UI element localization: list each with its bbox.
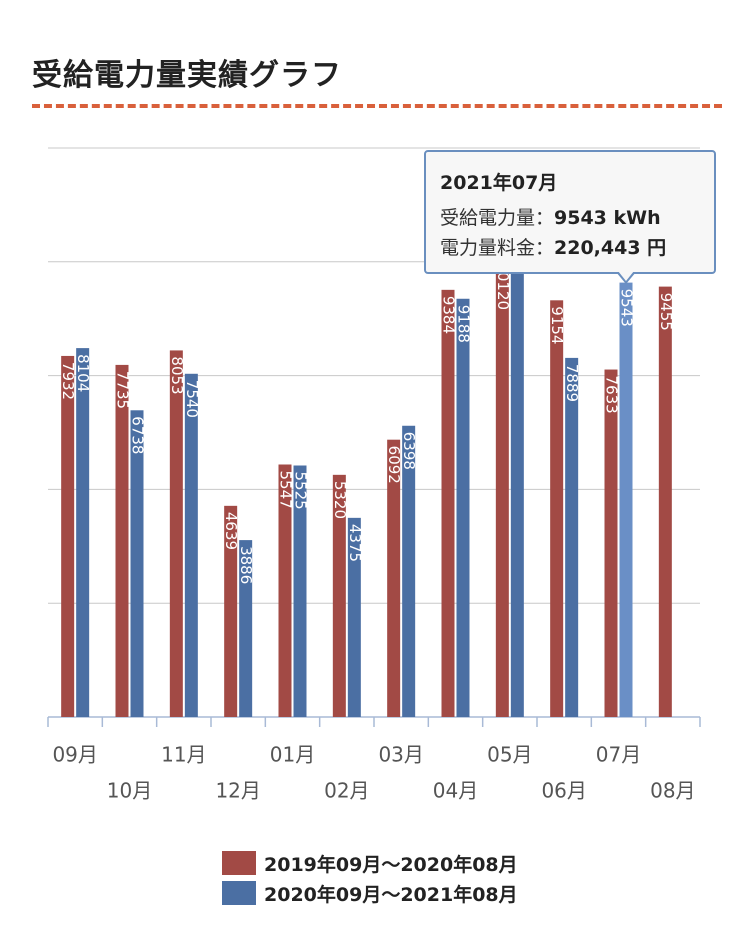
tooltip-fee-row: 電力量料金：220,443 円	[440, 233, 700, 263]
x-tick-label: 10月	[107, 779, 152, 803]
bar-value-label: 9543	[618, 289, 636, 327]
bar-value-label: 7889	[563, 364, 581, 402]
bar-value-label: 5547	[277, 471, 295, 509]
bar-value-label: 6738	[129, 416, 147, 454]
bar-value-label: 3886	[237, 546, 255, 584]
x-tick-label: 12月	[215, 779, 260, 803]
x-tick-label: 09月	[52, 743, 97, 767]
legend-label-series-2: 2020年09月〜2021年08月	[264, 883, 518, 906]
bar-value-label: 7932	[59, 362, 77, 400]
bar-value-label: 9154	[548, 306, 566, 344]
bar-chart: 7932 7735 8053 4639 5547 5320 6092 9384 10120 915…	[47, 147, 701, 803]
bar-s1-12月[interactable]	[224, 505, 238, 717]
bar-value-label: 6398	[400, 432, 418, 470]
bar-s2-09月[interactable]	[76, 348, 90, 717]
title-divider	[32, 104, 722, 108]
bar-value-label: 6092	[385, 446, 403, 484]
x-tick-label: 06月	[541, 779, 586, 803]
x-tick-label: 11月	[161, 743, 206, 767]
bar-s2-04月[interactable]	[456, 298, 470, 717]
legend-swatch-series-1	[222, 851, 256, 875]
tooltip-fee-value: 220,443 円	[554, 237, 667, 259]
bar-value-label: 10120	[494, 262, 512, 310]
page-title: 受給電力量実績グラフ	[32, 58, 342, 93]
x-tick-label: 02月	[324, 779, 369, 803]
bar-s2-02月[interactable]	[347, 517, 361, 717]
tooltip-energy-label: 受給電力量：	[440, 207, 555, 229]
x-tick-label: 07月	[596, 743, 641, 767]
bar-value-label: 9384	[440, 296, 458, 334]
x-tick-label: 03月	[378, 743, 423, 767]
bar-s2-12月[interactable]	[239, 540, 253, 717]
legend-item-series-1[interactable]: 2019年09月〜2020年08月	[222, 848, 518, 878]
bar-s1-09月[interactable]	[61, 355, 75, 717]
bar-s2-03月[interactable]	[402, 425, 416, 717]
legend-item-series-2[interactable]: 2020年09月〜2021年08月	[222, 878, 518, 908]
tooltip-energy-value: 9543 kWh	[554, 207, 661, 229]
bar-value-label: 7633	[603, 376, 621, 414]
tooltip-fee-label: 電力量料金：	[440, 237, 555, 259]
bar-s1-02月[interactable]	[332, 474, 346, 717]
bar-value-label: 8053	[168, 356, 186, 394]
bar-value-label: 7540	[183, 380, 201, 418]
bar-s1-04月[interactable]	[441, 289, 455, 717]
bar-value-label: 4639	[222, 512, 240, 550]
chart-tooltip: 2021年07月 受給電力量：9543 kWh 電力量料金：220,443 円	[424, 150, 716, 284]
bar-value-label: 9188	[455, 305, 473, 343]
tooltip-title: 2021年07月	[440, 172, 558, 194]
bar-value-label: 5320	[331, 481, 349, 519]
bar-value-label: 4375	[346, 524, 364, 562]
x-tick-label: 05月	[487, 743, 532, 767]
bar-s2-05月[interactable]	[510, 216, 524, 717]
bar-s1-07月[interactable]	[604, 369, 618, 717]
tooltip-energy-row: 受給電力量：9543 kWh	[440, 203, 700, 233]
bar-s2-07月[interactable]	[619, 282, 633, 717]
bar-s1-11月[interactable]	[169, 350, 183, 717]
bar-s1-08月[interactable]	[658, 286, 672, 717]
bar-s1-10月[interactable]	[115, 364, 129, 717]
x-tick-label: 04月	[433, 779, 478, 803]
chart-legend: 2019年09月〜2020年08月 2020年09月〜2021年08月	[222, 848, 518, 908]
bar-s1-06月[interactable]	[550, 300, 564, 717]
bar-value-label: 7735	[114, 371, 132, 409]
bar-value-label: 9455	[657, 293, 675, 331]
bar-s1-01月[interactable]	[278, 464, 292, 717]
bar-s2-01月[interactable]	[293, 465, 307, 717]
bar-s2-11月[interactable]	[184, 373, 198, 717]
legend-swatch-series-2	[222, 881, 256, 905]
bar-value-label: 5525	[292, 472, 310, 510]
x-tick-label: 08月	[650, 779, 695, 803]
bar-s2-10月[interactable]	[130, 410, 144, 717]
x-tick-label: 01月	[270, 743, 315, 767]
bar-s2-06月[interactable]	[565, 357, 579, 717]
bar-value-label: 8104	[74, 354, 92, 392]
bar-s1-03月[interactable]	[387, 439, 401, 717]
bar-s1-05月[interactable]	[495, 256, 509, 717]
legend-label-series-1: 2019年09月〜2020年08月	[264, 853, 518, 876]
